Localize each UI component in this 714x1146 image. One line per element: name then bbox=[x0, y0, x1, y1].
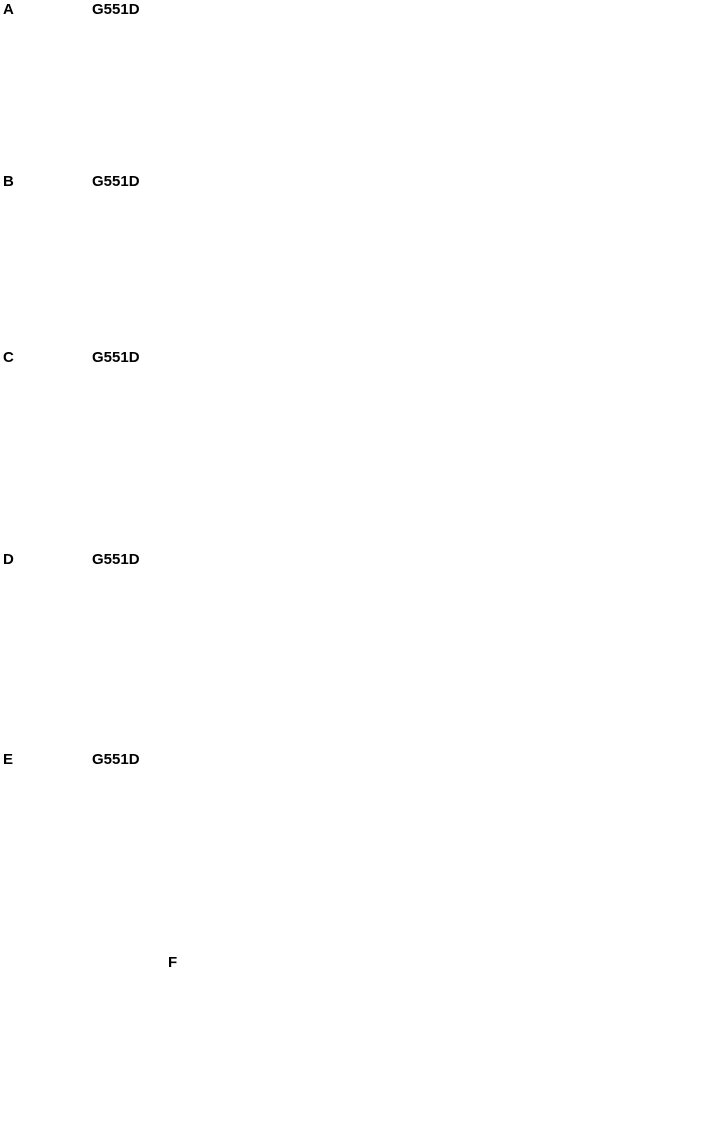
panel-B: B G551D bbox=[0, 172, 714, 348]
panel-C-letter: C bbox=[3, 349, 14, 366]
panel-B-header: B G551D bbox=[0, 172, 714, 190]
panel-E-header: E G551D bbox=[0, 750, 714, 768]
panel-A-letter: A bbox=[3, 1, 14, 18]
panel-C-header: C G551D bbox=[0, 348, 714, 366]
panel-C: C G551D bbox=[0, 348, 714, 550]
panel-D: D G551D bbox=[0, 550, 714, 750]
panel-E-plot bbox=[0, 768, 300, 918]
panel-F: F bbox=[0, 953, 714, 1146]
panel-E-title: G551D bbox=[92, 751, 140, 768]
panel-E-letter: E bbox=[3, 751, 14, 768]
panel-F-header: F bbox=[0, 953, 714, 971]
panel-F-plot bbox=[0, 971, 300, 1121]
panel-A-plot bbox=[0, 18, 714, 172]
panel-D-title: G551D bbox=[92, 551, 140, 568]
panel-D-header: D G551D bbox=[0, 550, 714, 568]
panel-E: E G551D bbox=[0, 750, 714, 953]
panel-D-plot bbox=[0, 568, 300, 718]
panel-A-title: G551D bbox=[92, 1, 140, 18]
panel-B-letter: B bbox=[3, 173, 14, 190]
panel-C-title: G551D bbox=[92, 349, 140, 366]
panel-B-title: G551D bbox=[92, 173, 140, 190]
panel-A: A G551D bbox=[0, 0, 714, 172]
panel-F-letter: F bbox=[168, 954, 178, 971]
panel-D-letter: D bbox=[3, 551, 14, 568]
panel-B-plot bbox=[0, 190, 300, 340]
panel-A-header: A G551D bbox=[0, 0, 714, 18]
panel-C-plot bbox=[0, 366, 300, 516]
